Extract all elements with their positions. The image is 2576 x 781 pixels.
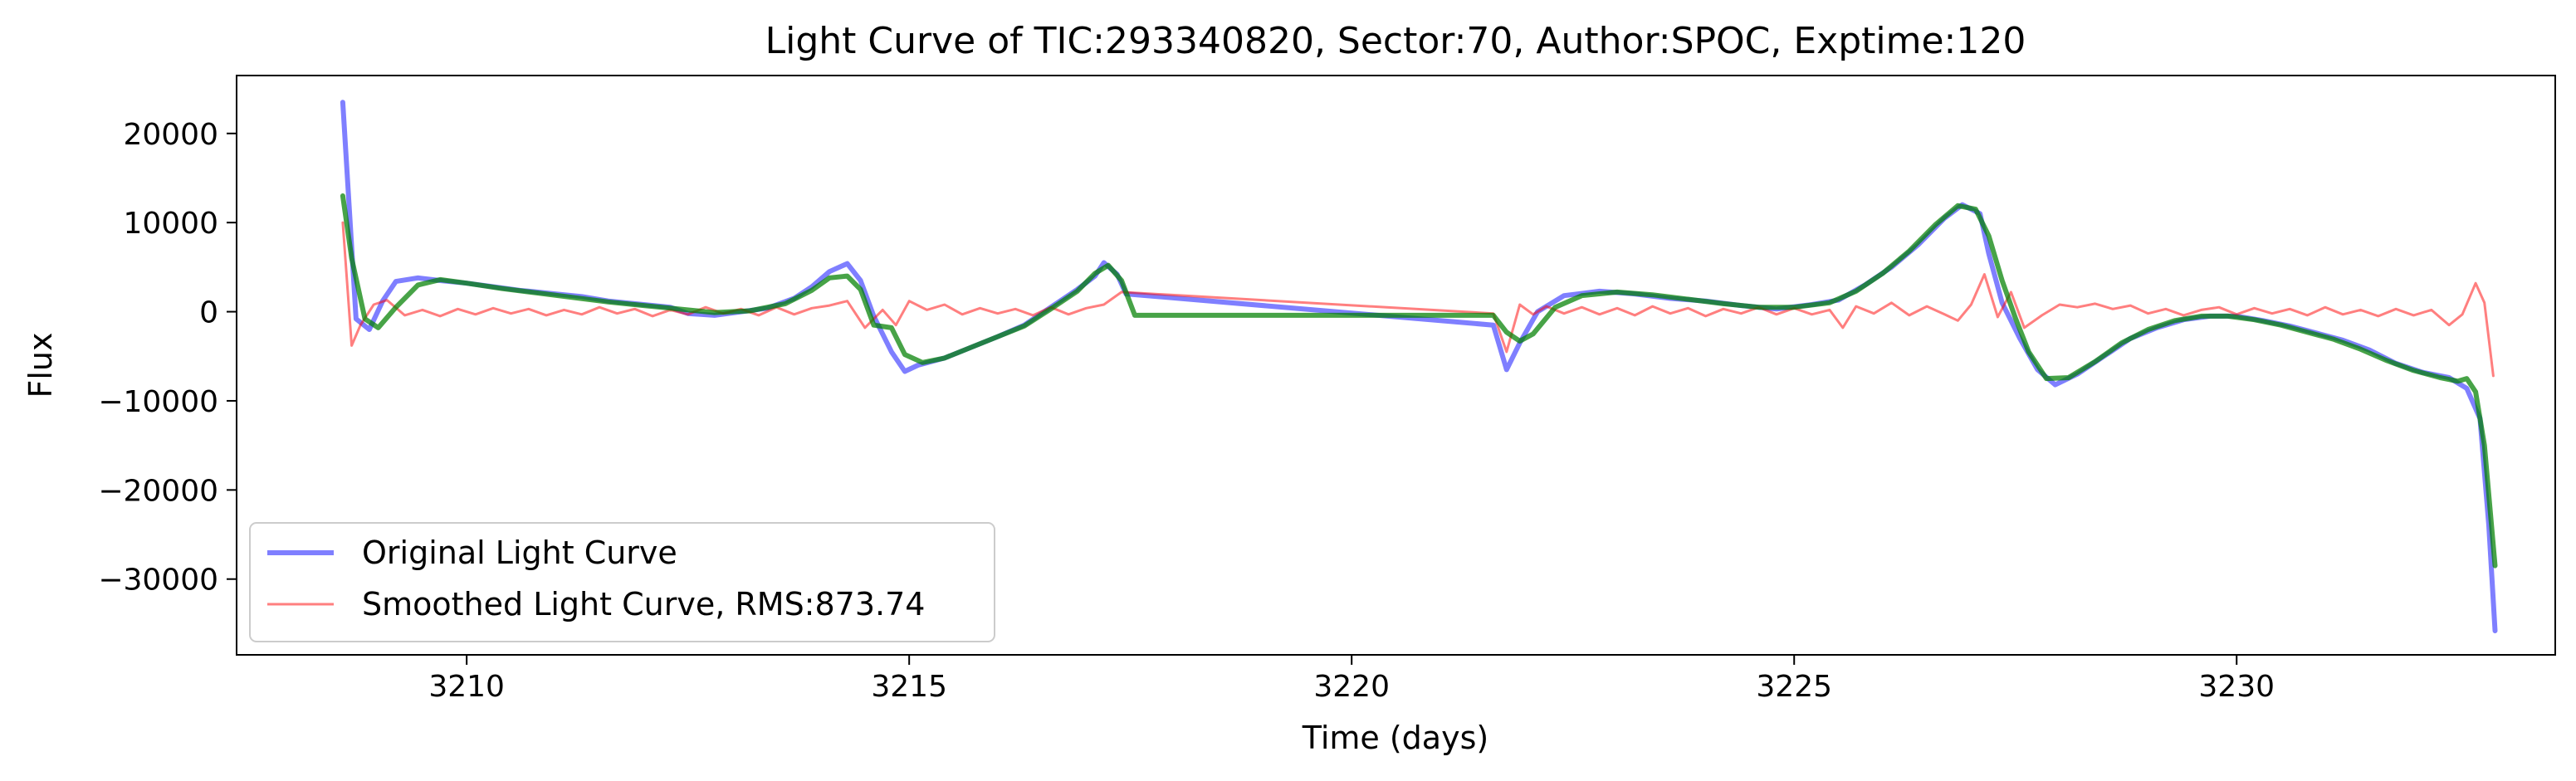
x-tick-label: 3220 [1313, 670, 1390, 704]
legend-label-smoothed: Smoothed Light Curve, RMS:873.74 [362, 586, 925, 622]
y-tick-label: −10000 [98, 385, 218, 419]
x-tick-label: 3230 [2198, 670, 2275, 704]
series-line-fit [340, 193, 2498, 569]
y-axis-label: Flux [22, 333, 59, 398]
y-tick-label: 0 [199, 296, 218, 330]
y-tick-label: 10000 [123, 207, 218, 241]
axes-frame [236, 75, 2556, 656]
legend-box [249, 522, 995, 642]
x-tick-label: 3210 [428, 670, 505, 704]
series-line-smoothed [341, 221, 2495, 378]
x-tick-label: 3225 [1756, 670, 1832, 704]
y-tick-label: −30000 [98, 564, 218, 598]
legend-label-original: Original Light Curve [362, 534, 677, 571]
axis-ticks: 3210 3215 3220 3225 3230 20000 10000 0 −10000 −20… [98, 118, 2275, 704]
x-tick-label: 3215 [871, 670, 947, 704]
y-tick-label: −20000 [98, 474, 218, 508]
y-tick-label: 20000 [123, 118, 218, 152]
plot-area [340, 100, 2498, 633]
x-axis-label: Time (days) [1302, 720, 1488, 756]
chart-title: Light Curve of TIC:293340820, Sector:70,… [765, 20, 2026, 62]
legend: Original Light Curve Smoothed Light Curv… [249, 522, 995, 642]
